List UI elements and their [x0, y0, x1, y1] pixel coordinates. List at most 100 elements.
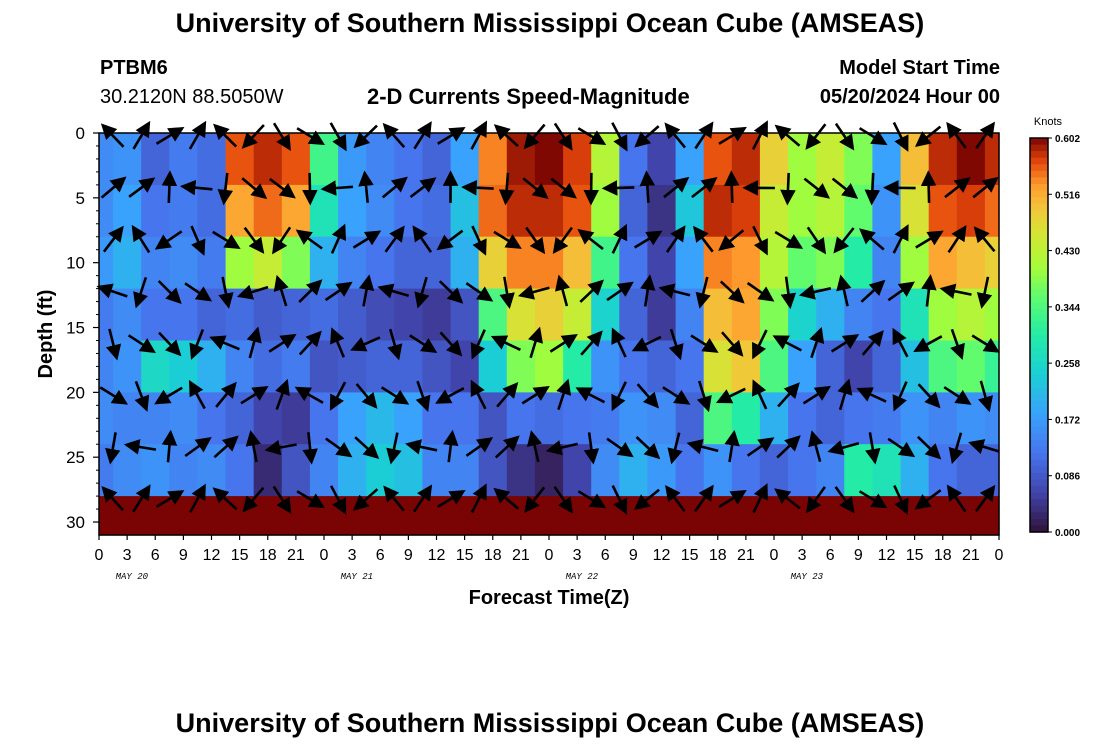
current-arrow [517, 284, 550, 300]
current-arrow [131, 224, 151, 254]
current-arrow [155, 490, 185, 508]
current-arrow [437, 489, 466, 509]
current-arrow [633, 230, 663, 249]
heatmap-cell [900, 288, 930, 342]
colorbar-segment [1030, 479, 1048, 487]
x-tick-label: 0 [995, 547, 1004, 564]
current-arrow [968, 439, 1000, 455]
current-arrow [752, 379, 768, 410]
current-arrow [976, 276, 993, 309]
colorbar-segment [1030, 210, 1048, 218]
current-arrow [471, 225, 487, 256]
x-tick-label: 21 [512, 547, 530, 564]
colorbar-segment [1030, 157, 1048, 165]
heatmap-cell [591, 340, 620, 393]
current-arrow [490, 335, 521, 351]
current-arrow [776, 435, 801, 459]
heatmap-cell [956, 496, 986, 536]
colorbar-segment [1030, 446, 1048, 454]
colorbar-segment [1030, 426, 1048, 435]
colorbar-segment [1030, 505, 1048, 513]
current-arrow [324, 281, 353, 302]
day-label: MAY 23 [791, 572, 824, 582]
current-arrow [272, 485, 292, 514]
current-arrow [831, 177, 859, 199]
heatmap-cell [563, 444, 592, 497]
heatmap-cell [759, 184, 789, 238]
current-arrow [860, 279, 886, 303]
current-arrow [330, 327, 346, 358]
current-arrow [858, 490, 888, 509]
heatmap-cell [309, 444, 339, 497]
current-arrow [213, 435, 239, 459]
heatmap-cell [956, 444, 986, 497]
colorbar-segment [1030, 420, 1048, 428]
colorbar-segment [1030, 138, 1048, 146]
current-arrow [601, 180, 635, 196]
heatmap-cell [731, 236, 761, 290]
current-arrow [329, 485, 347, 515]
heatmap-cell [534, 340, 564, 393]
x-tick-label: 0 [545, 547, 554, 564]
current-arrow [833, 227, 855, 254]
colorbar-tick-label: 0.344 [1055, 303, 1080, 314]
heatmap-cell [703, 392, 733, 445]
colorbar-segment [1030, 236, 1048, 244]
heatmap-cell [394, 444, 423, 497]
current-arrow [798, 284, 832, 300]
heatmap-cell [478, 496, 508, 536]
x-tick-label: 3 [348, 547, 357, 564]
colorbar-segment [1030, 525, 1048, 533]
heatmap-cell [788, 184, 817, 238]
heatmap-cell [450, 496, 480, 536]
colorbar-unit: Knots [1034, 116, 1063, 128]
current-arrow [470, 120, 488, 150]
current-arrow [320, 180, 354, 196]
heatmap-cell [984, 444, 1000, 497]
current-arrow [161, 429, 178, 463]
current-arrow [264, 439, 297, 456]
x-tick-label: 18 [709, 547, 727, 564]
heatmap-cell [675, 288, 705, 342]
colorbar-segment [1030, 289, 1048, 297]
heatmap-cell [422, 340, 452, 393]
heatmap-cell [141, 340, 170, 393]
current-arrow [383, 485, 405, 512]
colorbar-segment [1030, 381, 1048, 389]
current-arrow [461, 179, 494, 196]
heatmap-cell [984, 133, 1000, 186]
colorbar-segment [1030, 262, 1048, 270]
heatmap-cell [141, 392, 170, 445]
current-arrow [212, 487, 238, 511]
current-arrow [861, 330, 884, 356]
heatmap-cell [141, 133, 170, 186]
current-arrow [523, 123, 546, 150]
x-tick-label: 3 [573, 547, 582, 564]
x-tick-label: 12 [878, 547, 896, 564]
current-arrow [577, 127, 607, 146]
y-tick-label: 10 [66, 254, 85, 273]
heatmap-cell [534, 392, 564, 445]
colorbar-segment [1030, 328, 1048, 336]
heatmap-cell [731, 392, 761, 445]
heatmap-cell [309, 184, 339, 238]
colorbar-frame [1029, 137, 1049, 533]
heatmap-cell [99, 496, 114, 536]
colorbar-segment [1030, 387, 1048, 395]
heatmap-cell [788, 288, 817, 342]
colorbar-segment [1030, 229, 1048, 238]
current-arrow [382, 122, 406, 149]
x-tick-label: 15 [231, 547, 249, 564]
heatmap-cell [366, 496, 395, 536]
current-arrow [240, 386, 269, 405]
heatmap-cell [281, 236, 311, 290]
x-tick-label: 9 [629, 547, 638, 564]
colorbar-segment [1030, 486, 1048, 494]
current-arrow [101, 485, 124, 512]
current-arrow [917, 383, 941, 409]
heatmap-cell [169, 236, 198, 290]
heatmap-cell [366, 133, 395, 186]
colorbar-segment [1030, 203, 1048, 211]
current-arrow [188, 379, 206, 410]
x-tick-label: 21 [962, 547, 980, 564]
